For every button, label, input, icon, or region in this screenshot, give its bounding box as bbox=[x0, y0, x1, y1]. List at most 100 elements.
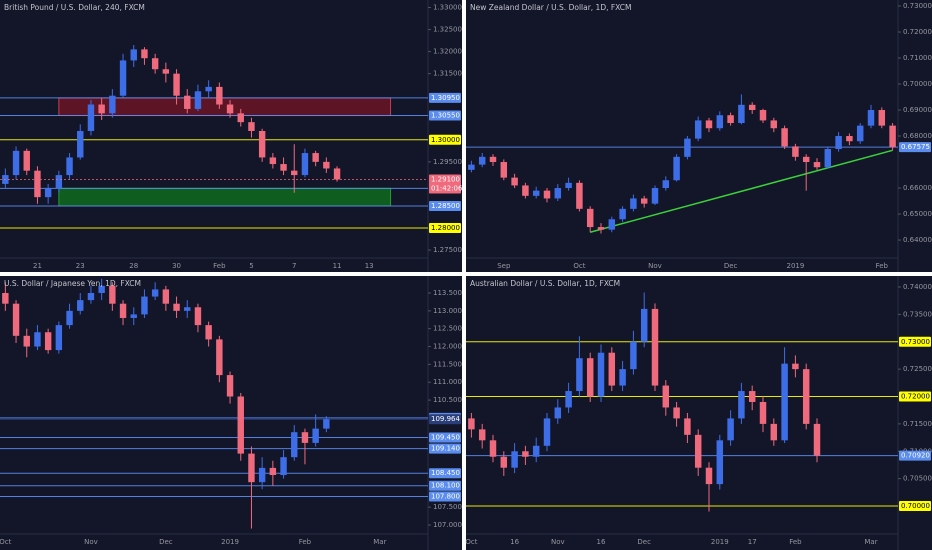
y-tick-label: 1.27500 bbox=[433, 246, 462, 254]
x-tick-label: Sep bbox=[497, 262, 511, 270]
candle-body bbox=[694, 434, 702, 468]
candle-body bbox=[554, 188, 562, 199]
y-tick-label: 1.32000 bbox=[433, 48, 462, 56]
y-tick-label: 0.72500 bbox=[903, 365, 932, 373]
level-label-bg bbox=[899, 336, 931, 347]
y-tick-label: 0.69000 bbox=[903, 106, 932, 114]
zone bbox=[58, 97, 392, 117]
candle-body bbox=[141, 296, 148, 315]
candle-body bbox=[867, 110, 875, 126]
x-tick-label: 5 bbox=[249, 262, 253, 270]
y-tick-label: 0.72000 bbox=[903, 28, 932, 36]
candle-body bbox=[792, 363, 799, 370]
candle-body bbox=[237, 396, 244, 454]
y-tick-label: 1.29500 bbox=[433, 158, 462, 166]
candle-body bbox=[162, 289, 170, 304]
y-tick-label: 113.000 bbox=[433, 307, 462, 315]
level-label: 108.450 bbox=[431, 469, 460, 477]
x-tick-label: Feb bbox=[213, 262, 226, 270]
level-label: 1.28500 bbox=[431, 202, 460, 210]
candle-body bbox=[77, 300, 84, 311]
x-tick-label: Feb bbox=[876, 262, 889, 270]
candle-body bbox=[586, 358, 594, 397]
candle-body bbox=[44, 332, 52, 351]
candle-body bbox=[98, 285, 105, 293]
candle-body bbox=[608, 219, 616, 230]
candle-body bbox=[55, 175, 63, 189]
level-label-bg bbox=[899, 391, 931, 402]
candle-body bbox=[802, 369, 810, 424]
candle-body bbox=[759, 110, 767, 121]
y-tick-label: 107.000 bbox=[433, 521, 462, 529]
level-label-bg bbox=[429, 480, 461, 491]
chart-title: Australian Dollar / U.S. Dollar, 1D, FXC… bbox=[470, 279, 620, 288]
candle-body bbox=[478, 156, 486, 165]
candle-body bbox=[312, 428, 319, 443]
level-label-bg bbox=[429, 432, 461, 443]
candle-body bbox=[216, 339, 223, 376]
y-tick-label: 112.500 bbox=[433, 325, 462, 333]
candle-body bbox=[748, 104, 756, 111]
level-label: 109.964 bbox=[431, 415, 460, 423]
y-tick-label: 0.64000 bbox=[903, 236, 932, 244]
level-label: 0.73000 bbox=[901, 338, 930, 346]
x-tick-label: 23 bbox=[76, 262, 85, 270]
level-label: 0.70920 bbox=[901, 452, 930, 460]
y-tick-label: 0.71000 bbox=[903, 54, 932, 62]
level-label: 1.30000 bbox=[431, 136, 460, 144]
candle-body bbox=[662, 180, 670, 189]
x-tick-label: Dec bbox=[724, 262, 738, 270]
x-tick-label: 30 bbox=[172, 262, 181, 270]
candle-body bbox=[738, 391, 745, 419]
zone bbox=[58, 187, 392, 207]
candle-body bbox=[522, 185, 529, 196]
candle-body bbox=[597, 227, 605, 230]
candle-body bbox=[23, 150, 30, 171]
candle-body bbox=[109, 95, 116, 114]
candle-body bbox=[312, 153, 319, 162]
candle-body bbox=[258, 467, 266, 483]
candle-body bbox=[824, 149, 832, 168]
candle-body bbox=[291, 432, 298, 458]
y-tick-label: 1.32500 bbox=[433, 26, 462, 34]
level-label-bg bbox=[429, 92, 461, 103]
candle-body bbox=[468, 418, 475, 430]
x-tick-label: Oct bbox=[0, 538, 12, 546]
candle-body bbox=[98, 104, 105, 114]
candle-body bbox=[619, 369, 626, 386]
candle-body bbox=[565, 182, 572, 189]
y-tick-label: 0.70500 bbox=[903, 475, 932, 483]
candle-body bbox=[66, 157, 73, 176]
x-tick-label: 2019 bbox=[786, 262, 804, 270]
candle-body bbox=[468, 164, 475, 170]
candle-body bbox=[162, 69, 170, 74]
candle-body bbox=[597, 352, 605, 397]
candle-body bbox=[34, 170, 41, 198]
candle-body bbox=[478, 429, 486, 441]
candle-body bbox=[792, 146, 799, 157]
candle-body bbox=[619, 208, 626, 220]
x-tick-label: Dec bbox=[637, 538, 651, 546]
candle-body bbox=[258, 130, 266, 158]
level-label-bg bbox=[899, 501, 931, 512]
candle-body bbox=[576, 182, 583, 209]
candle-body bbox=[673, 407, 680, 419]
y-tick-label: 0.71500 bbox=[903, 420, 932, 428]
y-tick-label: 107.500 bbox=[433, 503, 462, 511]
candle-body bbox=[630, 341, 637, 370]
level-label: 1.30550 bbox=[431, 112, 460, 120]
y-tick-label: 113.500 bbox=[433, 289, 462, 297]
x-tick-label: 16 bbox=[510, 538, 519, 546]
candle-body bbox=[694, 120, 702, 139]
level-label: 107.800 bbox=[431, 492, 460, 500]
candle-body bbox=[738, 104, 745, 124]
candle-body bbox=[802, 156, 810, 163]
y-tick-label: 111.500 bbox=[433, 360, 462, 368]
candle-body bbox=[141, 49, 148, 59]
y-tick-label: 111.000 bbox=[433, 378, 462, 386]
y-tick-label: 0.66000 bbox=[903, 184, 932, 192]
candle-body bbox=[500, 162, 508, 178]
candle-body bbox=[684, 418, 691, 435]
candle-body bbox=[184, 307, 191, 311]
